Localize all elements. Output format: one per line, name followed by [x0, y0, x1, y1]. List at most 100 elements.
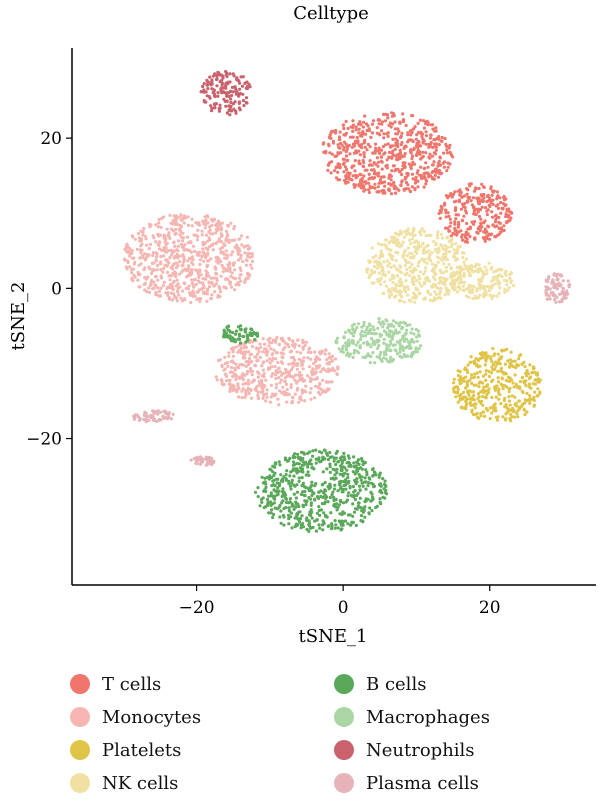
data-point [412, 332, 416, 336]
data-point [405, 254, 409, 258]
data-point [483, 227, 487, 231]
data-point [487, 261, 491, 265]
data-point [466, 188, 470, 192]
data-point [422, 260, 426, 264]
data-point [159, 286, 163, 290]
data-point [458, 274, 462, 278]
data-point [532, 403, 537, 407]
data-point [253, 355, 257, 359]
data-point [306, 451, 310, 456]
data-point [243, 356, 247, 360]
data-point [488, 204, 492, 209]
data-point [309, 387, 313, 391]
data-point [390, 155, 394, 159]
data-point [455, 391, 459, 395]
data-point [332, 456, 336, 460]
data-point [274, 386, 278, 390]
data-point [434, 148, 438, 152]
data-point [418, 173, 422, 177]
data-point [204, 463, 208, 467]
data-point [476, 210, 480, 214]
data-point [489, 357, 493, 361]
data-point [326, 524, 330, 529]
data-point [382, 337, 386, 341]
data-point [481, 276, 485, 280]
data-point [371, 176, 375, 181]
data-point [445, 289, 449, 293]
data-point [376, 164, 380, 168]
data-point [474, 212, 478, 216]
data-point [398, 121, 402, 125]
data-point [304, 384, 308, 388]
data-point [367, 129, 372, 133]
data-point [490, 296, 494, 300]
data-point [353, 497, 357, 502]
data-point [363, 168, 367, 172]
data-point [272, 478, 276, 483]
data-point [396, 251, 400, 255]
data-point [417, 347, 421, 351]
data-point [545, 297, 549, 301]
data-point [352, 351, 356, 355]
data-point [361, 125, 365, 129]
data-point [301, 460, 305, 464]
data-point [323, 352, 327, 356]
data-point [422, 185, 426, 189]
data-point [351, 123, 355, 127]
data-point [433, 151, 437, 155]
data-point [238, 87, 242, 91]
data-point [280, 391, 284, 395]
data-point [373, 142, 378, 146]
data-point [408, 345, 412, 349]
data-point [233, 85, 237, 89]
data-point [408, 232, 413, 236]
data-point [392, 180, 396, 184]
data-point [364, 180, 368, 184]
data-point [337, 519, 341, 523]
data-point [346, 472, 350, 476]
data-point [235, 76, 239, 80]
data-point [167, 297, 171, 301]
data-point [150, 261, 154, 265]
data-point [512, 385, 516, 389]
data-point [214, 227, 218, 231]
x-axis-label: tSNE_1 [299, 626, 368, 647]
data-point [237, 334, 242, 338]
data-point [342, 479, 346, 484]
data-point [335, 372, 339, 376]
data-point [206, 259, 210, 263]
data-point [467, 271, 471, 275]
data-point [307, 523, 311, 527]
data-point [225, 325, 229, 329]
data-point [270, 502, 275, 506]
data-point [344, 483, 348, 487]
data-point [207, 459, 211, 463]
data-point [360, 467, 364, 471]
data-point [403, 175, 407, 179]
data-point [176, 244, 180, 248]
data-point [418, 270, 423, 274]
data-point [214, 102, 218, 106]
data-point [312, 491, 316, 495]
data-point [304, 390, 308, 394]
data-point [240, 243, 244, 247]
data-point [179, 242, 183, 246]
data-point [433, 273, 437, 277]
data-point [457, 223, 461, 227]
data-point [290, 399, 295, 403]
data-point [317, 456, 321, 460]
data-point [337, 135, 341, 139]
data-point [441, 252, 445, 257]
data-point [475, 289, 479, 293]
data-point [494, 364, 498, 368]
data-point [323, 457, 327, 461]
data-point [423, 176, 427, 180]
data-point [482, 272, 486, 276]
data-point [344, 487, 348, 491]
data-point [341, 510, 345, 514]
data-point [268, 474, 272, 478]
data-point [342, 126, 346, 131]
data-point [433, 142, 437, 146]
data-point [237, 100, 242, 104]
data-point [341, 487, 345, 491]
